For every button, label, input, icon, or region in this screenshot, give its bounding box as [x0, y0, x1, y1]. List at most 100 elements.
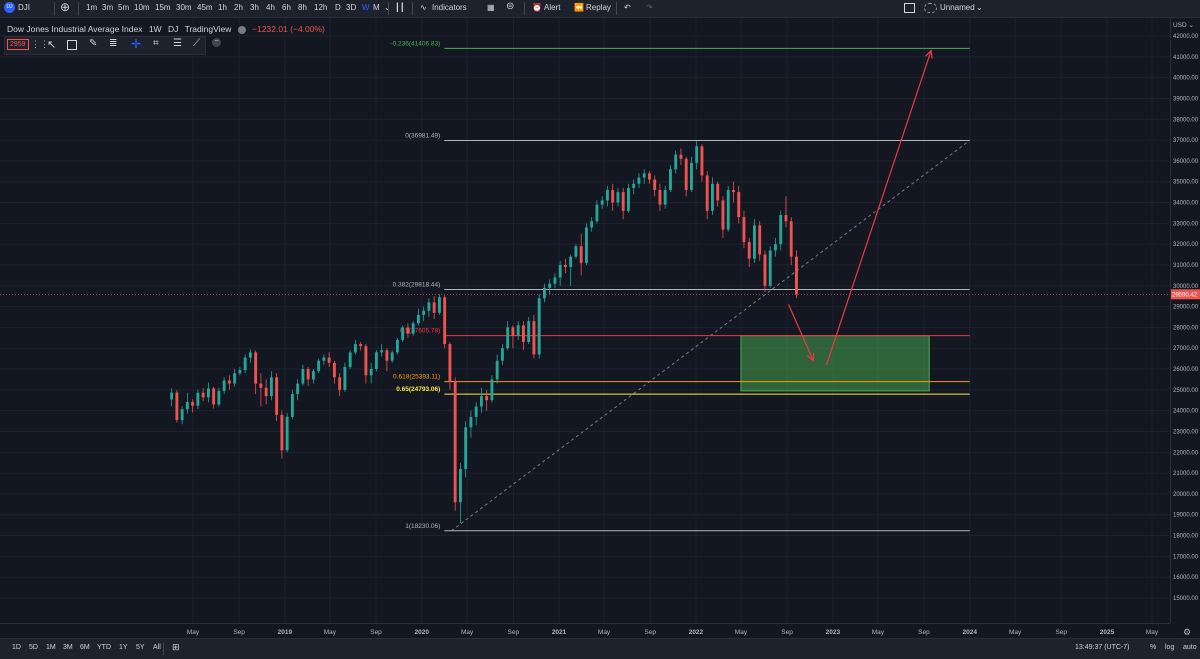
candle-body: [637, 177, 641, 184]
replay-button[interactable]: Replay: [586, 3, 611, 12]
candle-body: [222, 380, 226, 391]
settings-lines-icon[interactable]: ☰: [173, 38, 182, 49]
range-ytd[interactable]: YTD: [97, 644, 111, 651]
candle-body: [795, 256, 798, 295]
redo-icon[interactable]: ↷: [646, 3, 653, 12]
interval-10m[interactable]: 10m: [134, 3, 150, 12]
time-tick-label: May: [461, 629, 474, 636]
brush-icon[interactable]: ✎: [89, 38, 98, 49]
candle-body: [264, 387, 268, 397]
price-tick-label: 38000.00: [1173, 117, 1199, 123]
interval-4h[interactable]: 4h: [266, 3, 275, 12]
cloud-save-icon[interactable]: [924, 3, 937, 13]
symbol-search-button[interactable]: DJI: [18, 3, 30, 12]
fib-retracement-icon[interactable]: ≣: [109, 38, 118, 49]
drawing-toolbar: 2959 ⋮⋮ ↖ ✎ ≣ ✛ ⌗ ☰ ⟋: [4, 36, 206, 55]
undo-icon[interactable]: ↶: [624, 3, 631, 12]
candle-body: [374, 352, 378, 370]
templates-icon[interactable]: ▦: [487, 3, 495, 12]
candle-body: [385, 350, 389, 361]
interval-3h[interactable]: 3h: [250, 3, 259, 12]
auto-toggle[interactable]: auto: [1183, 644, 1197, 651]
interval-dropdown-icon[interactable]: ⌄: [384, 3, 391, 12]
candle-body: [185, 401, 189, 410]
rectangle-tool-icon[interactable]: [67, 40, 77, 50]
price-input-box[interactable]: 2959: [7, 39, 29, 50]
time-tick-label: 2023: [826, 629, 841, 636]
fib-level-label: -0.236(41406.83): [390, 40, 440, 47]
percent-toggle[interactable]: %: [1150, 644, 1157, 651]
range-3m[interactable]: 3M: [63, 644, 73, 651]
time-axis-labels[interactable]: May Sep 2019 May Sep 2020 May Sep 2021 May Sep 2022…: [0, 624, 1170, 639]
axis-settings-icon[interactable]: ⚙: [1183, 627, 1192, 637]
candle-body: [732, 190, 735, 193]
bottom-toolbar: 1D 5D 1M 3M 6M YTD 1Y 5Y All ⊞ 13:49:37 (UTC-7) …: [0, 638, 1200, 659]
interval-3d[interactable]: 3D: [346, 3, 357, 12]
time-tick-label: Sep: [508, 629, 520, 636]
price-tick-label: 26000.00: [1173, 367, 1199, 373]
candle-body: [290, 394, 294, 417]
range-5y[interactable]: 5Y: [136, 644, 145, 651]
interval-1h[interactable]: 1h: [218, 3, 227, 12]
interval-2h[interactable]: 2h: [234, 3, 243, 12]
interval-45m[interactable]: 45m: [197, 3, 213, 12]
fullscreen-icon[interactable]: [904, 3, 915, 13]
candle-body: [296, 383, 300, 395]
range-1y[interactable]: 1Y: [119, 644, 128, 651]
replay-icon[interactable]: ⏪: [574, 3, 584, 12]
range-1m[interactable]: 1M: [46, 644, 56, 651]
collapse-toolbar-icon[interactable]: −: [212, 38, 221, 47]
trend-line-icon[interactable]: ⟋: [193, 38, 200, 49]
candle-body: [275, 377, 279, 415]
interval-8h[interactable]: 8h: [298, 3, 307, 12]
time-axis[interactable]: May Sep 2019 May Sep 2020 May Sep 2021 May Sep 2022…: [0, 623, 1170, 639]
candle-body: [443, 297, 447, 345]
range-6m[interactable]: 6M: [80, 644, 90, 651]
candle-body: [327, 357, 331, 363]
candle-body: [695, 146, 699, 163]
range-5d[interactable]: 5D: [29, 644, 38, 651]
candle-body: [175, 392, 179, 421]
interval-5m[interactable]: 5m: [118, 3, 130, 12]
candle-body: [737, 192, 741, 218]
interval-3m[interactable]: 3m: [102, 3, 114, 12]
candle-body: [584, 227, 588, 263]
alert-button[interactable]: Alert: [544, 3, 561, 12]
interval-1m[interactable]: 1m: [86, 3, 98, 12]
drag-handle-icon[interactable]: ⋮⋮: [31, 39, 49, 49]
chart-pane[interactable]: -0.236(41406.83) 0(36981.49) 0.382(29818.4…: [0, 18, 1170, 623]
crosshair-icon[interactable]: ✛: [131, 37, 142, 51]
interval-d[interactable]: D: [335, 3, 341, 12]
price-axis[interactable]: USD ⌄ 42000.00 41000.00 40000.00 39000.00 380…: [1170, 18, 1200, 623]
pattern-tool-icon[interactable]: ⌗: [153, 38, 159, 49]
log-toggle[interactable]: log: [1165, 644, 1175, 651]
interval-w[interactable]: W: [362, 3, 370, 12]
interval-6h[interactable]: 6h: [282, 3, 291, 12]
bar-style-icon[interactable]: ┃┃: [395, 3, 405, 12]
range-all[interactable]: All: [153, 644, 161, 651]
clock-timezone[interactable]: 13:49:37 (UTC-7): [1075, 644, 1130, 651]
date-range-icon[interactable]: ⊞: [172, 642, 180, 652]
alert-clock-icon[interactable]: ⏰: [532, 3, 542, 12]
layout-name-button[interactable]: Unnamed: [940, 3, 975, 12]
legend-change: −1232.01 (−4.00%): [252, 24, 325, 34]
candle-body: [458, 468, 462, 503]
layouts-icon[interactable]: ⊜: [506, 1, 515, 12]
indicators-icon[interactable]: ∿: [420, 3, 427, 12]
indicators-button[interactable]: Indicators: [432, 3, 467, 12]
fib-level-label: 0.618(25393.11): [393, 374, 440, 381]
candle-body: [217, 390, 221, 405]
interval-12h[interactable]: 12h: [314, 3, 328, 12]
compare-add-icon[interactable]: ⊕: [60, 0, 71, 14]
legend-exchange: DJ: [167, 24, 179, 34]
interval-m[interactable]: M: [373, 3, 380, 12]
cursor-icon[interactable]: ↖: [47, 39, 57, 51]
price-chart[interactable]: -0.236(41406.83) 0(36981.49) 0.382(29818.4…: [0, 18, 1170, 623]
chevron-down-icon[interactable]: ⌄: [976, 3, 983, 12]
range-1d[interactable]: 1D: [12, 644, 21, 651]
interval-15m[interactable]: 15m: [155, 3, 171, 12]
interval-30m[interactable]: 30m: [176, 3, 192, 12]
candle-body: [432, 302, 436, 313]
price-axis-labels[interactable]: USD ⌄ 42000.00 41000.00 40000.00 39000.00 380…: [1171, 18, 1200, 623]
candle-body: [663, 190, 667, 205]
